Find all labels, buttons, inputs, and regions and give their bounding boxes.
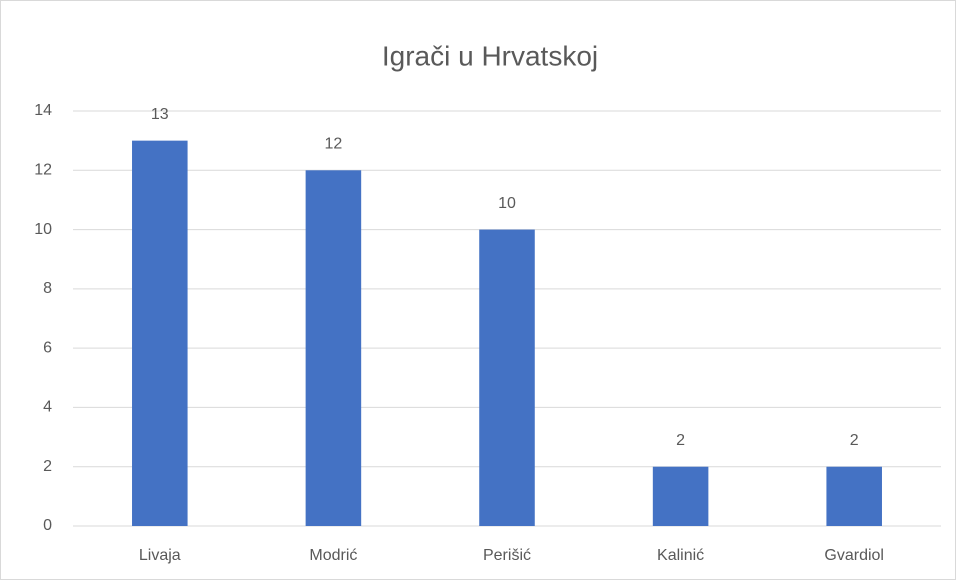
bar [826,466,882,526]
y-tick-label: 6 [43,339,52,356]
x-tick-label: Perišić [483,547,531,564]
x-tick-label: Gvardiol [824,547,884,564]
bar [652,466,709,526]
bar [305,170,362,527]
y-tick-label: 0 [43,517,52,534]
x-tick-label: Livaja [139,547,181,564]
y-tick-label: 10 [34,221,52,238]
y-tick-label: 8 [43,280,52,297]
chart-title: Igrači u Hrvatskoj [382,40,598,71]
x-tick-label: Kalinić [657,547,704,564]
y-tick-label: 14 [34,102,52,119]
x-tick-label: Modrić [309,547,357,564]
data-label: 12 [325,136,343,153]
data-label: 2 [850,432,859,449]
data-label: 2 [676,432,685,449]
data-label: 13 [151,106,169,123]
data-label: 10 [498,195,516,212]
y-tick-label: 12 [34,162,52,179]
bar [132,140,188,526]
bar [479,229,535,527]
y-tick-label: 2 [43,458,52,475]
y-tick-label: 4 [43,399,52,416]
